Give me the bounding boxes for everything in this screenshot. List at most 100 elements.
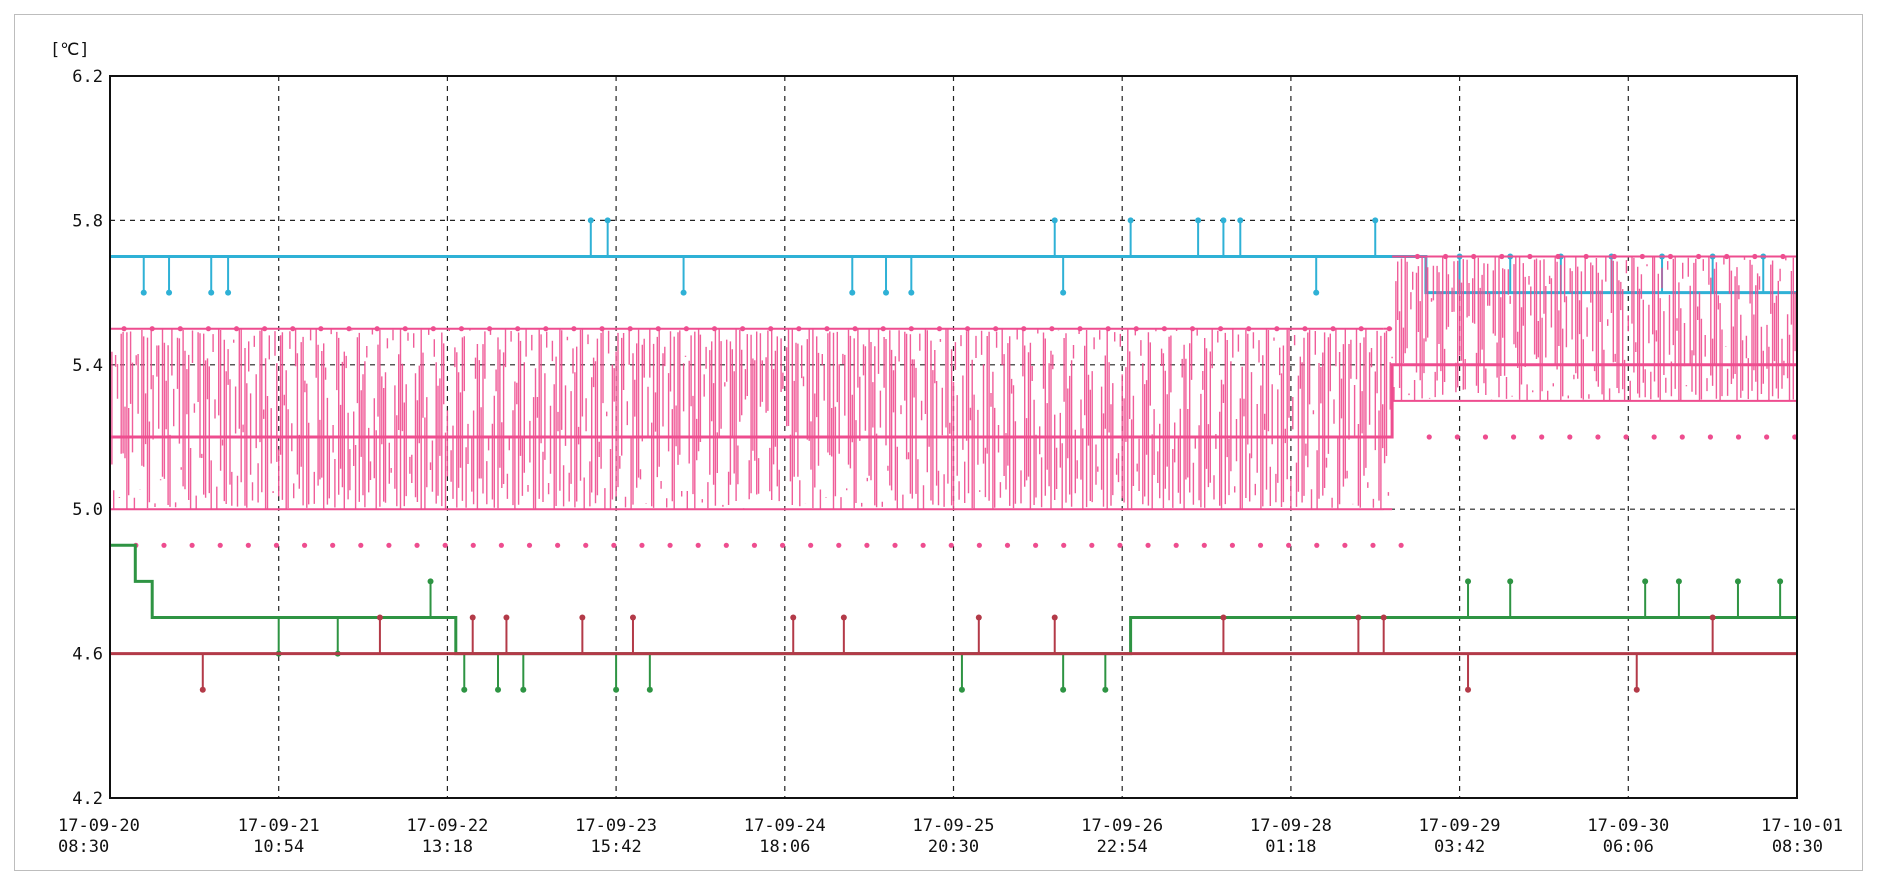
- x-tick-time: 06:06: [1603, 837, 1654, 857]
- spike-marker: [1220, 217, 1227, 224]
- band-marker: [1342, 542, 1348, 548]
- spike-marker: [1734, 578, 1741, 585]
- band-marker: [318, 326, 324, 332]
- band-marker: [1764, 434, 1770, 440]
- band-marker: [836, 542, 842, 548]
- band-marker: [1077, 326, 1083, 332]
- band-marker: [161, 542, 167, 548]
- band-marker: [1539, 434, 1545, 440]
- spike-marker: [646, 686, 653, 693]
- band-marker: [864, 542, 870, 548]
- x-tick-date: 17-10-01: [1761, 816, 1843, 836]
- band-marker: [920, 542, 926, 548]
- band-marker: [852, 326, 858, 332]
- band-marker: [414, 542, 420, 548]
- band-marker: [1004, 542, 1011, 548]
- band-marker: [1330, 326, 1336, 332]
- spike-marker: [1642, 578, 1649, 585]
- band-marker: [1089, 542, 1095, 548]
- spike-marker: [629, 614, 636, 621]
- spike-marker: [790, 614, 797, 621]
- band-marker: [880, 326, 886, 332]
- spike-marker: [1195, 217, 1202, 224]
- x-tick-time: 13:18: [422, 837, 473, 857]
- band-marker: [1061, 542, 1067, 548]
- band-marker: [1370, 542, 1376, 548]
- spike-marker: [225, 289, 232, 296]
- spike-marker: [1060, 289, 1067, 296]
- spike-marker: [166, 289, 173, 296]
- band-marker: [964, 326, 971, 332]
- spike-marker: [1051, 217, 1058, 224]
- band-marker: [1201, 542, 1207, 548]
- spike-marker: [840, 614, 847, 621]
- spike-marker: [579, 614, 586, 621]
- band-marker: [1426, 434, 1432, 440]
- series-band: [109, 256, 1798, 510]
- x-tick-time: 03:42: [1434, 837, 1485, 857]
- band-marker: [1595, 434, 1601, 440]
- band-marker: [1398, 542, 1404, 548]
- band-marker: [470, 542, 476, 548]
- x-tick-time: 20:30: [928, 837, 979, 857]
- spike-marker: [495, 686, 502, 693]
- band-marker: [442, 542, 448, 548]
- spike-marker: [613, 686, 620, 693]
- spike-marker: [1675, 578, 1682, 585]
- band-marker: [498, 542, 504, 548]
- spike-marker: [1355, 614, 1362, 621]
- band-marker: [1724, 253, 1730, 260]
- band-marker: [1117, 542, 1123, 548]
- band-marker: [976, 542, 982, 548]
- band-marker: [374, 326, 380, 332]
- band-marker: [599, 326, 605, 332]
- band-marker: [1752, 253, 1758, 260]
- band-marker: [189, 542, 195, 548]
- band-marker: [1527, 253, 1533, 260]
- band-marker: [486, 326, 493, 332]
- spike-marker: [1709, 614, 1716, 621]
- band-marker: [1021, 326, 1027, 332]
- band-marker: [1623, 434, 1629, 440]
- band-marker: [1679, 434, 1685, 440]
- band-marker: [695, 542, 701, 548]
- series-1: [109, 253, 1798, 548]
- band-marker: [1510, 434, 1517, 440]
- band-marker: [711, 326, 718, 332]
- x-tick-date: 17-09-20: [58, 816, 140, 836]
- x-tick-date: 17-09-29: [1419, 816, 1501, 836]
- spike-marker: [1777, 578, 1784, 585]
- band-marker: [1314, 542, 1320, 548]
- band-marker: [1358, 326, 1364, 332]
- band-marker: [149, 326, 155, 332]
- band-marker: [386, 542, 392, 548]
- x-tick-time: 18:06: [759, 837, 810, 857]
- series-line: [110, 363, 1797, 439]
- band-marker: [217, 542, 223, 548]
- band-marker: [1257, 542, 1264, 548]
- band-marker: [526, 542, 533, 548]
- band-marker: [402, 326, 408, 332]
- x-tick-date: 17-09-24: [744, 816, 826, 836]
- spike-marker: [1060, 686, 1067, 693]
- y-tick-label: 5.4: [72, 356, 103, 376]
- band-marker: [892, 542, 898, 548]
- band-marker: [273, 542, 280, 548]
- band-marker: [1567, 434, 1573, 440]
- spike-marker: [975, 614, 982, 621]
- band-marker: [808, 542, 814, 548]
- band-marker: [1695, 253, 1702, 260]
- band-marker: [1454, 434, 1460, 440]
- spike-marker: [208, 289, 215, 296]
- band-marker: [583, 542, 589, 548]
- series-layer: [109, 217, 1798, 693]
- band-marker: [740, 326, 746, 332]
- band-marker: [655, 326, 661, 332]
- band-marker: [1218, 326, 1224, 332]
- spike-marker: [1380, 614, 1387, 621]
- band-marker: [515, 326, 521, 332]
- band-marker: [205, 326, 212, 332]
- band-marker: [1707, 434, 1714, 440]
- band-marker: [1471, 253, 1477, 260]
